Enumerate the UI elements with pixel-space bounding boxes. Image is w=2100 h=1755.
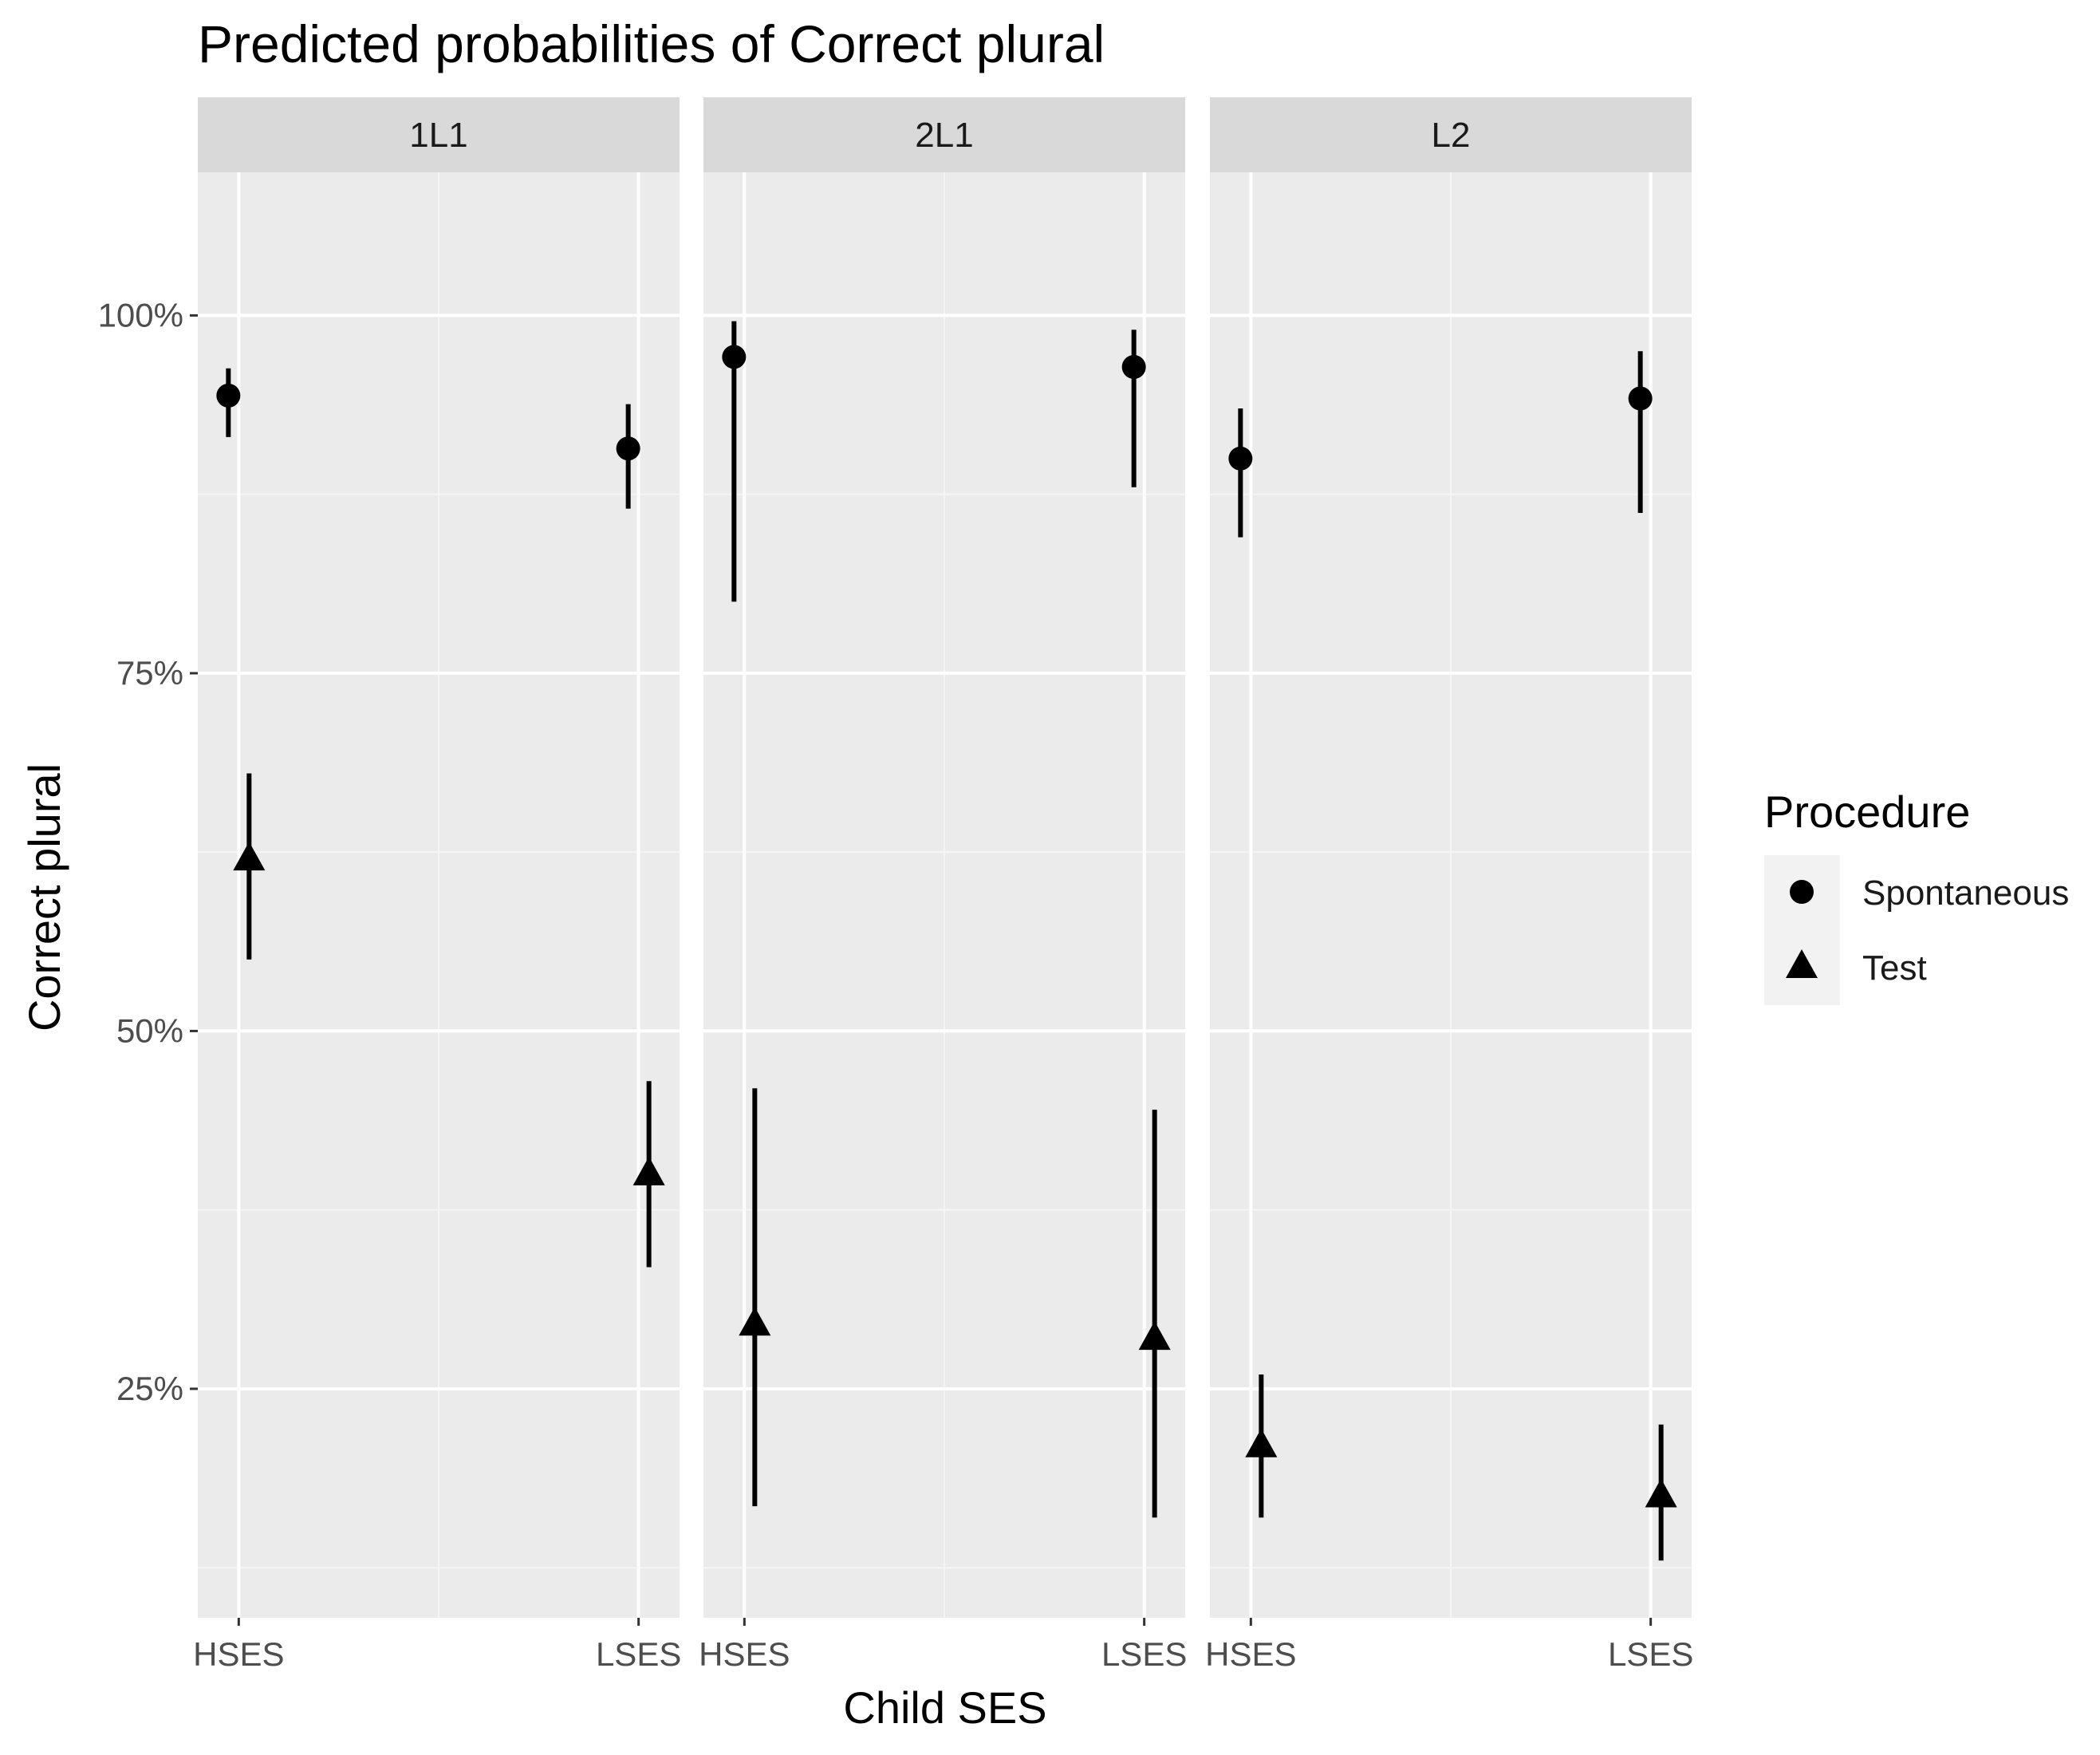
data-point-spontaneous [722, 345, 747, 369]
data-point-test [739, 1307, 771, 1336]
legend-label: Test [1862, 948, 1927, 988]
facet-strip-2l1 [703, 97, 1185, 172]
y-tick-label: 75% [116, 654, 183, 692]
y-tick-label: 50% [116, 1012, 183, 1049]
legend-key-triangle [1786, 949, 1818, 978]
y-axis: 25% 50% 75% 100% [98, 296, 198, 1407]
legend-items: Spontaneous Test [1786, 874, 2069, 988]
legend: Procedure Spontaneous Test [1764, 787, 2069, 1005]
facet-strip-label: 2L1 [915, 116, 973, 155]
x-tick-label: HSES [1205, 1635, 1296, 1673]
y-tick-label: 100% [98, 296, 183, 333]
x-tick-label: LSES [596, 1635, 681, 1673]
facet-strip-label: L2 [1432, 116, 1471, 155]
facet-panels: 1L1 HSES LSES 2L1 HSES LSES L2 HSES LSES [193, 97, 1693, 1673]
x-tick-label: HSES [699, 1635, 790, 1673]
data-point-test [1645, 1478, 1677, 1508]
x-tick-label: HSES [193, 1635, 284, 1673]
facet-strip-label: 1L1 [409, 116, 467, 155]
data-point-test [1138, 1321, 1171, 1351]
legend-key-circle [1790, 880, 1814, 904]
data-point-test [233, 842, 266, 871]
legend-title: Procedure [1764, 787, 1970, 837]
data-point-spontaneous [216, 383, 241, 408]
x-tick-label: LSES [1101, 1635, 1187, 1673]
data-point-spontaneous [1228, 446, 1253, 471]
facet-panel-l2: L2 HSES LSES [1205, 97, 1693, 1673]
x-axis-title: Child SES [843, 1682, 1046, 1733]
facet-strip-1l1 [198, 97, 680, 172]
chart-title: Predicted probabilities of Correct plura… [198, 14, 1105, 73]
legend-label: Spontaneous [1862, 874, 2069, 913]
x-tick-label: LSES [1608, 1635, 1693, 1673]
facet-panel-1l1: 1L1 HSES LSES [193, 97, 681, 1673]
data-point-spontaneous [1121, 354, 1146, 379]
facet-panel-2l1: 2L1 HSES LSES [699, 97, 1187, 1673]
facet-strip-l2 [1210, 97, 1692, 172]
data-point-spontaneous [616, 436, 640, 461]
y-tick-label: 25% [116, 1370, 183, 1407]
y-axis-title: Correct plural [19, 763, 69, 1031]
data-point-spontaneous [1628, 386, 1653, 411]
data-point-test [632, 1156, 665, 1185]
legend-key-background [1764, 855, 1840, 1005]
data-point-test [1245, 1428, 1278, 1457]
